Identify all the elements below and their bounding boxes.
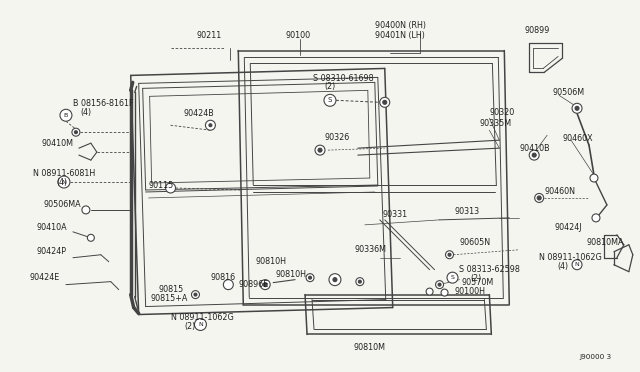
Text: B: B (64, 113, 68, 118)
Circle shape (575, 106, 579, 110)
Circle shape (166, 183, 175, 193)
Text: 90410M: 90410M (41, 139, 73, 148)
Text: S: S (328, 97, 332, 103)
Text: 90335M: 90335M (479, 119, 511, 128)
Text: 90400N (RH): 90400N (RH) (375, 21, 426, 30)
Circle shape (445, 251, 454, 259)
Text: 90424J: 90424J (554, 223, 582, 232)
Text: 90424E: 90424E (29, 273, 60, 282)
Text: 90401N (LH): 90401N (LH) (375, 31, 425, 40)
Circle shape (356, 278, 364, 286)
Circle shape (74, 131, 77, 134)
Circle shape (209, 124, 212, 127)
Circle shape (529, 150, 539, 160)
Text: N 08911-1062G: N 08911-1062G (539, 253, 602, 262)
Text: 90460N: 90460N (544, 187, 575, 196)
Circle shape (436, 280, 444, 289)
Circle shape (308, 276, 312, 279)
Text: 90100: 90100 (285, 31, 310, 40)
Circle shape (315, 145, 325, 155)
Text: 90424B: 90424B (184, 109, 214, 118)
Circle shape (438, 283, 441, 286)
Circle shape (195, 318, 207, 330)
Circle shape (72, 128, 80, 136)
Text: 90424P: 90424P (36, 247, 66, 256)
Circle shape (194, 293, 197, 296)
Text: 90506MA: 90506MA (43, 201, 81, 209)
Text: S 08313-62598: S 08313-62598 (460, 265, 520, 274)
Circle shape (380, 97, 390, 107)
Text: N: N (575, 262, 579, 267)
Text: 90313: 90313 (454, 208, 479, 217)
Text: 90331: 90331 (383, 211, 408, 219)
Circle shape (426, 288, 433, 295)
Text: 90320: 90320 (490, 108, 515, 117)
Text: 90211: 90211 (196, 31, 221, 40)
Circle shape (324, 94, 336, 106)
Text: (2): (2) (471, 274, 482, 283)
Text: 90336M: 90336M (355, 245, 387, 254)
Circle shape (383, 100, 387, 104)
Circle shape (592, 214, 600, 222)
Text: S 08310-61698: S 08310-61698 (313, 74, 374, 83)
Text: 90460X: 90460X (562, 134, 593, 143)
Circle shape (441, 289, 448, 296)
Text: J90000 3: J90000 3 (579, 355, 611, 360)
Text: 90410B: 90410B (519, 144, 550, 153)
Circle shape (260, 280, 270, 290)
Text: 90810H: 90810H (255, 257, 286, 266)
Circle shape (532, 153, 536, 157)
Text: N 08911-1062G: N 08911-1062G (171, 313, 234, 322)
Text: (4): (4) (80, 108, 92, 117)
Text: S: S (451, 275, 454, 280)
Circle shape (329, 274, 341, 286)
Circle shape (534, 193, 543, 202)
Circle shape (358, 280, 362, 283)
Text: N 08911-6081H: N 08911-6081H (33, 169, 95, 177)
Circle shape (263, 283, 267, 286)
Circle shape (448, 253, 451, 256)
Text: (2): (2) (324, 82, 335, 91)
Text: 90815+A: 90815+A (150, 294, 188, 303)
Circle shape (82, 206, 90, 214)
Text: B 08156-8161F: B 08156-8161F (73, 99, 133, 108)
Text: 90810MA: 90810MA (587, 238, 625, 247)
Circle shape (306, 274, 314, 282)
Circle shape (537, 196, 541, 200)
Text: 90326: 90326 (325, 133, 350, 142)
Text: 90815: 90815 (159, 285, 184, 294)
Text: (2): (2) (185, 322, 196, 331)
Circle shape (590, 174, 598, 182)
Text: 90570M: 90570M (461, 278, 493, 287)
Text: 90410A: 90410A (36, 223, 67, 232)
Circle shape (447, 272, 458, 283)
Circle shape (60, 109, 72, 121)
Circle shape (572, 103, 582, 113)
Text: 90899: 90899 (524, 26, 550, 35)
Circle shape (572, 260, 582, 270)
Circle shape (223, 280, 234, 290)
Circle shape (88, 234, 94, 241)
Text: 90100H: 90100H (454, 287, 486, 296)
Text: 90896E: 90896E (238, 280, 269, 289)
Text: N: N (198, 322, 203, 327)
Text: (4): (4) (56, 177, 67, 186)
Text: (4): (4) (557, 262, 568, 271)
Circle shape (318, 148, 322, 152)
Text: 90810M: 90810M (354, 343, 386, 352)
Text: 90605N: 90605N (460, 238, 491, 247)
Circle shape (205, 120, 216, 130)
Text: 90115: 90115 (148, 180, 174, 189)
Text: 90506M: 90506M (552, 88, 584, 97)
Text: 90816: 90816 (211, 273, 236, 282)
Circle shape (333, 278, 337, 282)
Circle shape (191, 291, 200, 299)
Circle shape (58, 176, 70, 188)
Text: 90810H: 90810H (275, 270, 306, 279)
Text: N: N (61, 180, 67, 185)
